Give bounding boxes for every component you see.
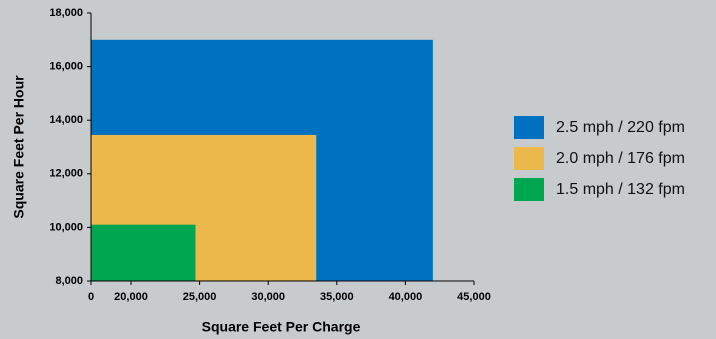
legend-label: 2.5 mph / 220 fpm [556, 119, 685, 136]
x-tick-label: 20,000 [114, 291, 148, 303]
y-tick-label: 12,000 [49, 168, 83, 180]
y-tick-label: 16,000 [49, 61, 83, 73]
y-axis-title: Square Feet Per Hour [11, 75, 27, 219]
x-tick-label: 30,000 [251, 291, 285, 303]
y-tick-label: 10,000 [49, 221, 83, 233]
x-tick-label: 25,000 [183, 291, 217, 303]
x-tick-label: 40,000 [389, 291, 423, 303]
legend: 2.5 mph / 220 fpm 2.0 mph / 176 fpm 1.5 mp… [514, 116, 685, 201]
x-tick-label: 45,000 [457, 291, 491, 303]
x-tick-label: 35,000 [320, 291, 354, 303]
legend-label: 1.5 mph / 132 fpm [556, 181, 685, 198]
legend-label: 2.0 mph / 176 fpm [556, 150, 685, 167]
x-axis-title: Square Feet Per Charge [202, 319, 361, 335]
legend-swatch [514, 116, 544, 139]
y-tick-label: 14,000 [49, 114, 83, 126]
legend-swatch [514, 147, 544, 170]
data-rect [91, 224, 196, 281]
x-tick-label: 0 [88, 291, 94, 303]
y-tick-label: 18,000 [49, 7, 83, 19]
y-tick-label: 8,000 [55, 275, 83, 287]
legend-swatch [514, 178, 544, 201]
